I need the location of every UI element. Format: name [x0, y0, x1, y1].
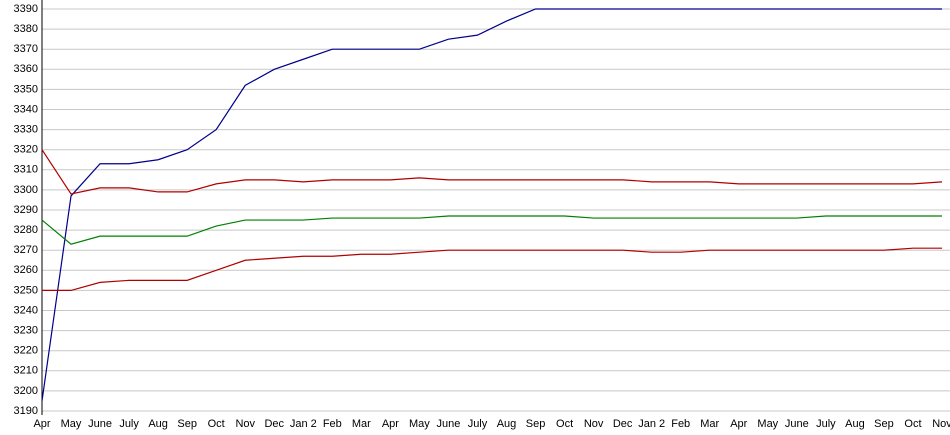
- x-tick-label: May: [409, 418, 430, 430]
- x-tick-label: Mar: [352, 418, 371, 430]
- x-tick-label: Aug: [845, 418, 865, 430]
- x-tick-label: July: [468, 418, 488, 430]
- x-tick-label: July: [816, 418, 836, 430]
- y-tick-label: 3360: [14, 63, 38, 75]
- x-tick-label: Oct: [208, 418, 225, 430]
- y-tick-label: 3190: [14, 405, 38, 417]
- x-tick-label: Dec: [264, 418, 284, 430]
- y-tick-label: 3230: [14, 325, 38, 337]
- y-tick-label: 3310: [14, 164, 38, 176]
- x-tick-label: Sep: [874, 418, 894, 430]
- x-tick-label: Jan 2: [290, 418, 317, 430]
- y-tick-label: 3370: [14, 43, 38, 55]
- x-tick-label: Dec: [613, 418, 633, 430]
- x-tick-label: Sep: [177, 418, 197, 430]
- y-tick-label: 3350: [14, 83, 38, 95]
- y-tick-label: 3390: [14, 3, 38, 15]
- y-tick-label: 3220: [14, 345, 38, 357]
- x-tick-label: Aug: [497, 418, 517, 430]
- x-tick-label: Aug: [148, 418, 168, 430]
- y-tick-label: 3260: [14, 264, 38, 276]
- x-tick-label: June: [785, 418, 809, 430]
- x-tick-label: June: [88, 418, 112, 430]
- x-tick-label: Apr: [382, 418, 399, 430]
- y-tick-label: 3300: [14, 184, 38, 196]
- x-tick-label: Nov: [235, 418, 255, 430]
- y-tick-label: 3290: [14, 204, 38, 216]
- x-tick-label: July: [119, 418, 139, 430]
- y-tick-label: 3250: [14, 284, 38, 296]
- x-tick-label: Feb: [671, 418, 690, 430]
- x-tick-label: Sep: [526, 418, 546, 430]
- x-tick-label: Apr: [730, 418, 747, 430]
- x-tick-label: May: [757, 418, 778, 430]
- x-tick-label: June: [437, 418, 461, 430]
- x-tick-label: Nov: [584, 418, 604, 430]
- x-tick-label: Oct: [556, 418, 573, 430]
- x-tick-label: Mar: [700, 418, 719, 430]
- series-line: [41, 8, 942, 402]
- y-tick-label: 3280: [14, 224, 38, 236]
- x-tick-label: Feb: [323, 418, 342, 430]
- y-tick-label: 3270: [14, 244, 38, 256]
- x-tick-label: Apr: [33, 418, 50, 430]
- x-tick-label: Oct: [904, 418, 921, 430]
- y-tick-label: 3210: [14, 365, 38, 377]
- x-tick-label: Jan 2: [638, 418, 665, 430]
- y-tick-label: 3330: [14, 124, 38, 136]
- x-tick-label: Nov: [932, 418, 950, 430]
- y-tick-label: 3200: [14, 385, 38, 397]
- y-tick-label: 3340: [14, 103, 38, 115]
- series-line: [41, 149, 943, 195]
- series-line: [42, 247, 942, 291]
- x-tick-label: May: [61, 418, 82, 430]
- y-tick-label: 3320: [14, 144, 38, 156]
- series-line: [41, 215, 942, 245]
- y-tick-label: 3240: [14, 304, 38, 316]
- y-tick-label: 3380: [14, 23, 38, 35]
